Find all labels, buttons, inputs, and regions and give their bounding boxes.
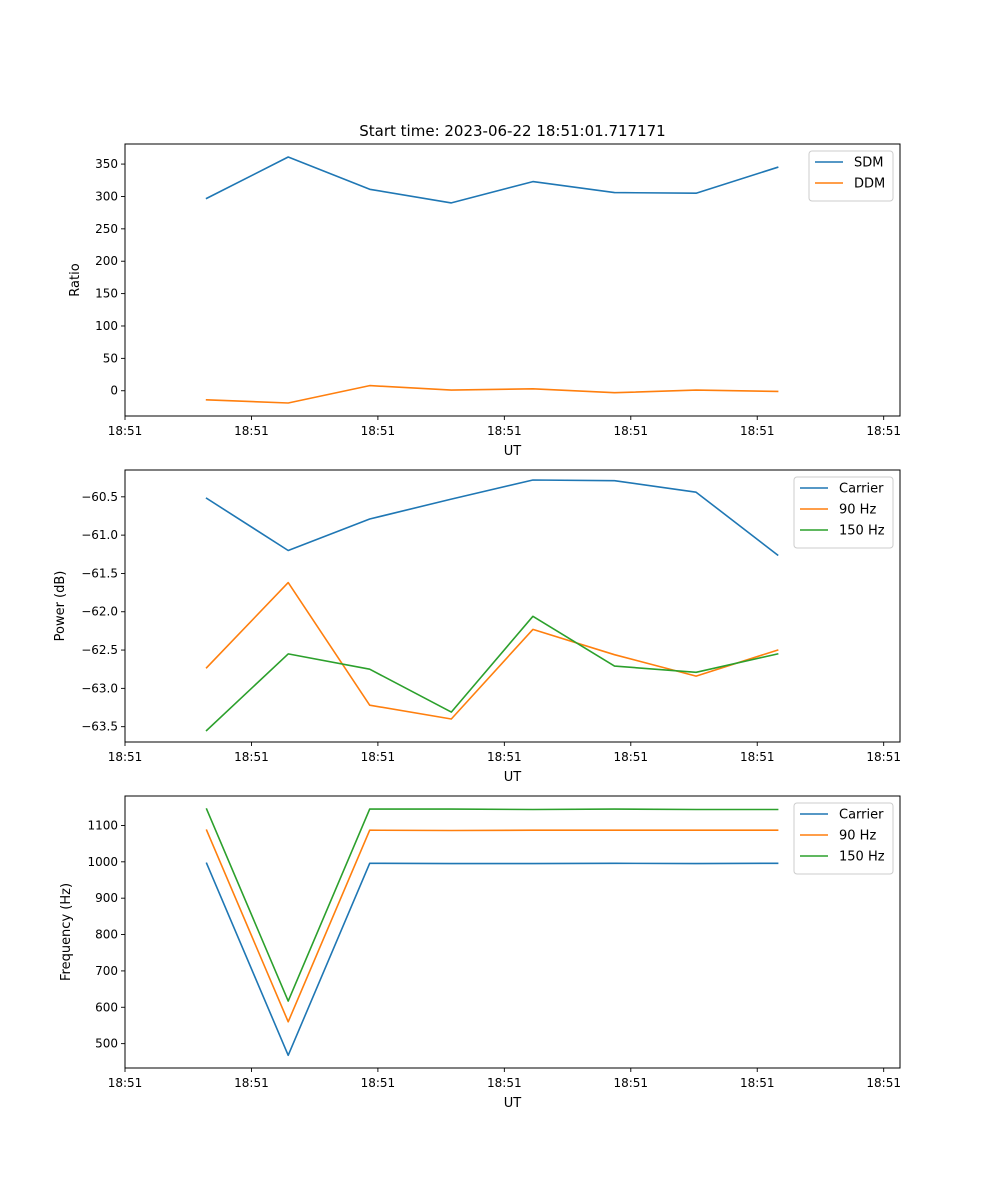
x-tick-label: 18:51	[740, 750, 775, 764]
y-tick-label: 0	[110, 384, 118, 398]
y-tick-label: 350	[95, 157, 118, 171]
legend-label: 150 Hz	[839, 524, 885, 539]
x-tick-label: 18:51	[361, 1076, 396, 1090]
y-tick-label: −62.0	[81, 605, 118, 619]
y-tick-label: −63.5	[81, 720, 118, 734]
x-axis-label: UT	[504, 444, 522, 459]
panel-2: 18:51 18:51 18:51 18:51 18:51 18:51 18:51 −63.5…	[53, 469, 901, 785]
series-line-ddm	[205, 384, 779, 404]
series-line-90-hz	[205, 581, 779, 720]
legend-box	[808, 150, 894, 202]
y-tick-label: −63.0	[81, 681, 118, 695]
x-tick-label: 18:51	[866, 750, 901, 764]
y-tick-label: 1100	[87, 818, 118, 832]
y-tick-label: 900	[95, 891, 118, 905]
series-line-carrier	[205, 479, 779, 557]
legend-label: 150 Hz	[839, 850, 885, 865]
y-tick-label: 1000	[87, 855, 118, 869]
x-axis-label: UT	[504, 1096, 522, 1111]
legend: SDM DDM	[808, 150, 894, 202]
x-axis-label: UT	[504, 770, 522, 785]
legend-label: 90 Hz	[839, 829, 876, 844]
x-tick-label: 18:51	[613, 750, 648, 764]
y-axis-label: Ratio	[68, 263, 83, 296]
series-line-150-hz	[205, 615, 779, 732]
legend: Carrier 90 Hz 150 Hz	[793, 802, 894, 875]
panel-1: 18:51 18:51 18:51 18:51 18:51 18:51 18:51 0 50 10…	[68, 143, 901, 459]
x-tick-label: 18:51	[234, 750, 269, 764]
y-tick-label: 600	[95, 1000, 118, 1014]
y-tick-label: −62.5	[81, 643, 118, 657]
series-line-sdm	[205, 156, 779, 204]
y-tick-label: 700	[95, 964, 118, 978]
y-tick-label: 50	[103, 351, 118, 365]
y-tick-label: −61.5	[81, 566, 118, 580]
x-tick-label: 18:51	[866, 424, 901, 438]
axes-frame	[124, 143, 901, 417]
x-tick-label: 18:51	[487, 1076, 522, 1090]
x-tick-label: 18:51	[613, 424, 648, 438]
legend-label: SDM	[854, 156, 883, 171]
y-tick-label: 250	[95, 222, 118, 236]
chart-title: Start time: 2023-06-22 18:51:01.717171	[359, 122, 665, 140]
y-tick-label: 300	[95, 189, 118, 203]
legend-label: DDM	[854, 177, 885, 192]
y-tick-label: 800	[95, 928, 118, 942]
x-tick-label: 18:51	[108, 750, 143, 764]
x-tick-label: 18:51	[234, 1076, 269, 1090]
panel-3: 18:51 18:51 18:51 18:51 18:51 18:51 18:51 500 60…	[59, 795, 901, 1111]
x-tick-label: 18:51	[740, 1076, 775, 1090]
x-tick-label: 18:51	[108, 424, 143, 438]
x-tick-label: 18:51	[108, 1076, 143, 1090]
x-tick-label: 18:51	[361, 750, 396, 764]
legend-label: Carrier	[839, 482, 884, 497]
y-axis-label: Frequency (Hz)	[59, 883, 74, 981]
series-line-90-hz	[205, 829, 779, 1023]
series-line-150-hz	[205, 808, 779, 1002]
legend-label: 90 Hz	[839, 503, 876, 518]
x-tick-label: 18:51	[361, 424, 396, 438]
y-tick-label: 100	[95, 319, 118, 333]
y-tick-label: −61.0	[81, 528, 118, 542]
x-tick-label: 18:51	[487, 750, 522, 764]
x-tick-label: 18:51	[234, 424, 269, 438]
x-tick-label: 18:51	[613, 1076, 648, 1090]
x-tick-label: 18:51	[740, 424, 775, 438]
axes-frame	[124, 469, 901, 743]
x-tick-label: 18:51	[866, 1076, 901, 1090]
y-axis-label: Power (dB)	[53, 571, 68, 642]
y-tick-label: −60.5	[81, 490, 118, 504]
series-line-carrier	[205, 862, 779, 1057]
x-tick-label: 18:51	[487, 424, 522, 438]
y-tick-label: 150	[95, 287, 118, 301]
axes-frame	[124, 795, 901, 1069]
legend-label: Carrier	[839, 808, 884, 823]
y-tick-label: 200	[95, 254, 118, 268]
y-tick-label: 500	[95, 1037, 118, 1051]
legend: Carrier 90 Hz 150 Hz	[793, 476, 894, 549]
